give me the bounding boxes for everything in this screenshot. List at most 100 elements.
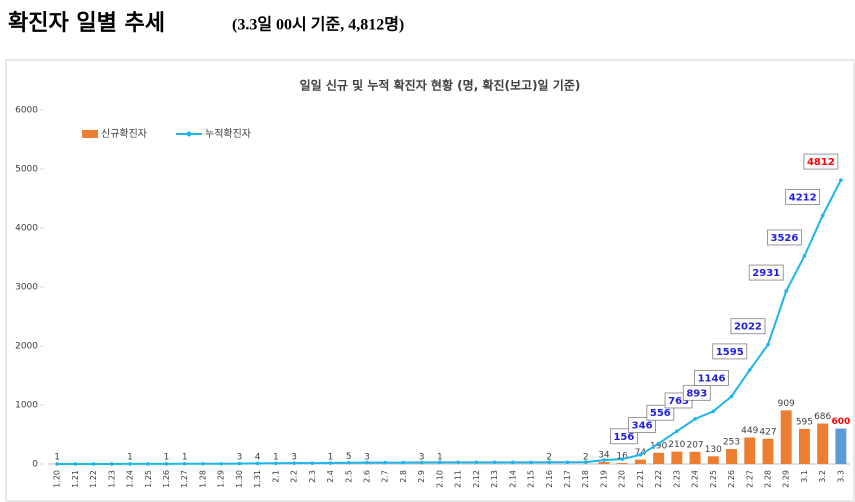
line-label-box [785, 189, 821, 205]
y-tick-label: 4000 [15, 224, 38, 234]
line-point [55, 462, 59, 466]
bar [817, 423, 829, 464]
line-point [711, 409, 716, 414]
x-tick-label: 2.29 [782, 470, 791, 488]
x-tick-label: 2.26 [727, 470, 736, 488]
line-point [547, 460, 552, 465]
line-label: 763 [668, 396, 689, 407]
bar-label: 686 [814, 412, 831, 422]
line-point [802, 254, 807, 258]
line-label-box [803, 153, 839, 170]
x-tick-label: 2.7 [381, 470, 390, 483]
line-point [365, 460, 369, 465]
line-point [274, 461, 278, 466]
line-point [401, 460, 406, 465]
line-label-box [694, 369, 729, 386]
line-point [164, 462, 169, 466]
x-tick-label: 2.13 [490, 470, 499, 488]
line-label: 2022 [734, 322, 762, 333]
x-tick-label: 1.27 [180, 470, 189, 488]
x-tick-label: 2.2 [290, 470, 299, 483]
bar-label: 5 [346, 452, 352, 462]
line-point [73, 462, 78, 466]
line-label: 4212 [789, 192, 817, 203]
line-point [237, 461, 242, 466]
line-label-box [767, 229, 802, 246]
line-point [729, 394, 734, 399]
line-point [438, 460, 442, 465]
x-tick-label: 2.28 [763, 470, 772, 488]
line-label: 3526 [771, 233, 799, 244]
x-tick-label: 1.22 [89, 470, 98, 488]
bar-label: 2 [546, 452, 552, 462]
bar [653, 452, 665, 464]
bar [798, 428, 810, 464]
line-point [182, 461, 187, 466]
x-tick-label: 2.4 [326, 470, 335, 483]
line-point [583, 460, 588, 464]
bar [598, 461, 610, 464]
bar-label: 3 [291, 452, 297, 462]
line-label: 2931 [752, 268, 780, 279]
x-tick-label: 2.23 [672, 470, 681, 488]
bar-label: 595 [796, 417, 813, 427]
bar-label: 190 [650, 441, 667, 451]
line-label: 4812 [807, 157, 835, 168]
line-point [201, 461, 205, 466]
line-point [602, 458, 606, 462]
bar-label: 2 [583, 452, 589, 462]
bar-label: 600 [831, 417, 850, 427]
legend-swatch [82, 130, 98, 138]
line-point [255, 461, 260, 466]
bar [835, 428, 847, 464]
x-tick-label: 2.17 [563, 470, 572, 488]
y-tick-label: 0 [32, 460, 38, 470]
bar-label: 253 [723, 438, 740, 448]
x-tick-label: 2.9 [417, 470, 426, 483]
line-label: 1595 [716, 347, 744, 358]
line-point [656, 441, 661, 446]
bar [707, 456, 719, 464]
line-point [219, 461, 223, 466]
line-label: 156 [613, 432, 634, 443]
bar-label: 130 [705, 445, 722, 455]
x-tick-label: 2.12 [472, 470, 481, 488]
x-tick-label: 2.11 [454, 470, 463, 488]
legend: 신규확진자 누적확진자 [82, 128, 251, 140]
x-tick-label: 2.14 [508, 470, 517, 488]
x-tick-label: 2.16 [545, 470, 554, 488]
bar-label: 3 [419, 452, 425, 462]
line-point [310, 461, 315, 465]
bar-label: 1 [437, 452, 443, 462]
line-label-box [748, 264, 784, 281]
x-tick-label: 3.2 [818, 470, 827, 483]
x-tick-label: 1.28 [198, 470, 207, 488]
line-point [638, 452, 643, 457]
legend-swatch [186, 131, 192, 137]
line-point [839, 178, 843, 182]
y-tick-label: 1000 [15, 401, 38, 411]
bar-label: 16 [616, 452, 628, 462]
line-point [492, 460, 497, 465]
line-label: 1146 [698, 373, 726, 384]
line-label: 346 [632, 421, 653, 432]
bar-label: 1 [182, 452, 188, 462]
line-label-box [646, 404, 675, 421]
bar-label: 34 [598, 450, 610, 460]
x-tick-label: 1.24 [126, 470, 135, 488]
bar-label: 3 [364, 452, 370, 462]
line-point [109, 462, 114, 466]
x-tick-label: 2.27 [745, 470, 754, 488]
x-tick-label: 2.1 [271, 470, 280, 483]
line-label: 556 [650, 408, 671, 419]
bar-label: 1 [54, 452, 60, 462]
line-point [292, 461, 296, 465]
bar-label: 3 [237, 452, 243, 462]
bar [744, 437, 756, 464]
line-label: 893 [686, 388, 707, 399]
legend-label: 신규확진자 [101, 128, 147, 140]
bar-label: 210 [668, 440, 685, 450]
bar-label: 4 [255, 452, 261, 462]
x-tick-label: 2.6 [362, 470, 371, 483]
